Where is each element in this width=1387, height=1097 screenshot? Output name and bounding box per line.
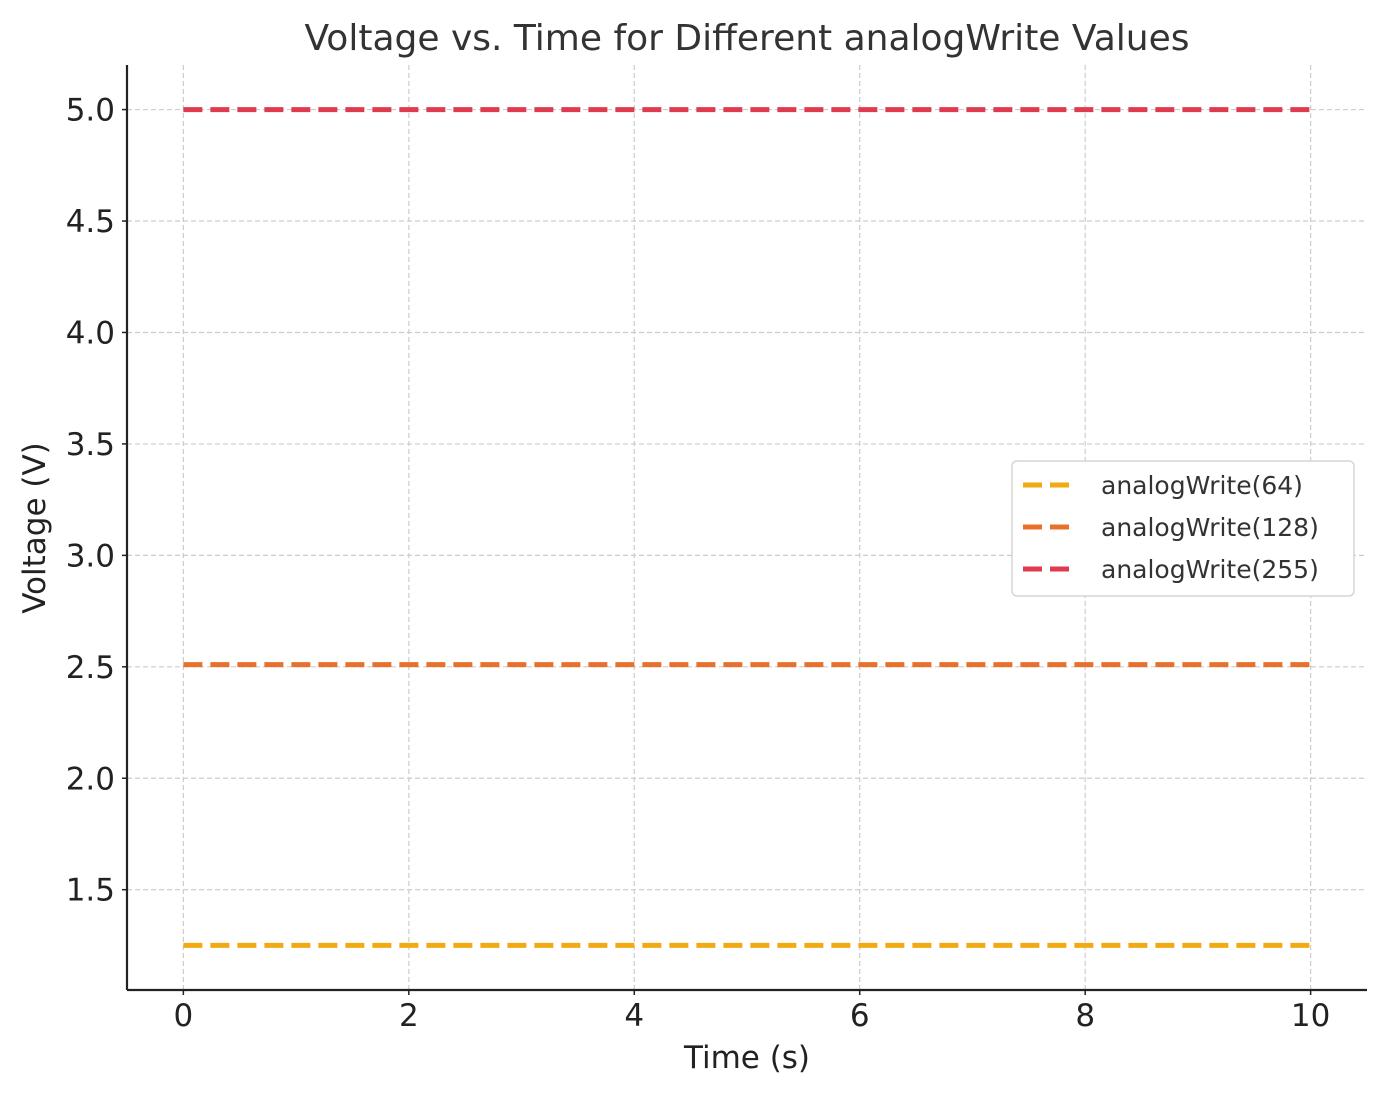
x-tick-label: 2	[399, 998, 419, 1034]
legend-label-1: analogWrite(128)	[1101, 513, 1319, 542]
x-tick-label: 4	[624, 998, 644, 1034]
y-tick-label: 2.0	[66, 761, 115, 797]
x-axis-label: Time (s)	[683, 1040, 810, 1076]
x-tick-label: 6	[850, 998, 870, 1034]
y-tick-label: 4.0	[66, 315, 115, 351]
y-tick-label: 4.5	[66, 204, 115, 240]
y-tick-label: 2.5	[66, 650, 115, 686]
grid	[127, 65, 1367, 990]
y-tick-label: 5.0	[66, 93, 115, 129]
y-tick-label: 3.5	[66, 427, 115, 463]
axes: 0 2 4 6 8 10 1.5 2.0 2.5 3.0 3.5 4.0 4.5 5.0	[66, 65, 1367, 1034]
y-axis-label: Voltage (V)	[17, 442, 53, 614]
legend-label-2: analogWrite(255)	[1101, 555, 1319, 584]
legend: analogWrite(64) analogWrite(128) analogWri…	[1011, 460, 1355, 597]
chart-title: Voltage vs. Time for Different analogWri…	[304, 18, 1189, 59]
x-tick-label: 10	[1291, 998, 1330, 1034]
y-tick-label: 1.5	[66, 873, 115, 909]
x-tick-label: 8	[1075, 998, 1095, 1034]
legend-frame	[1011, 460, 1355, 597]
x-tick-label: 0	[173, 998, 193, 1034]
legend-label-0: analogWrite(64)	[1101, 471, 1303, 500]
y-tick-label: 3.0	[66, 538, 115, 574]
